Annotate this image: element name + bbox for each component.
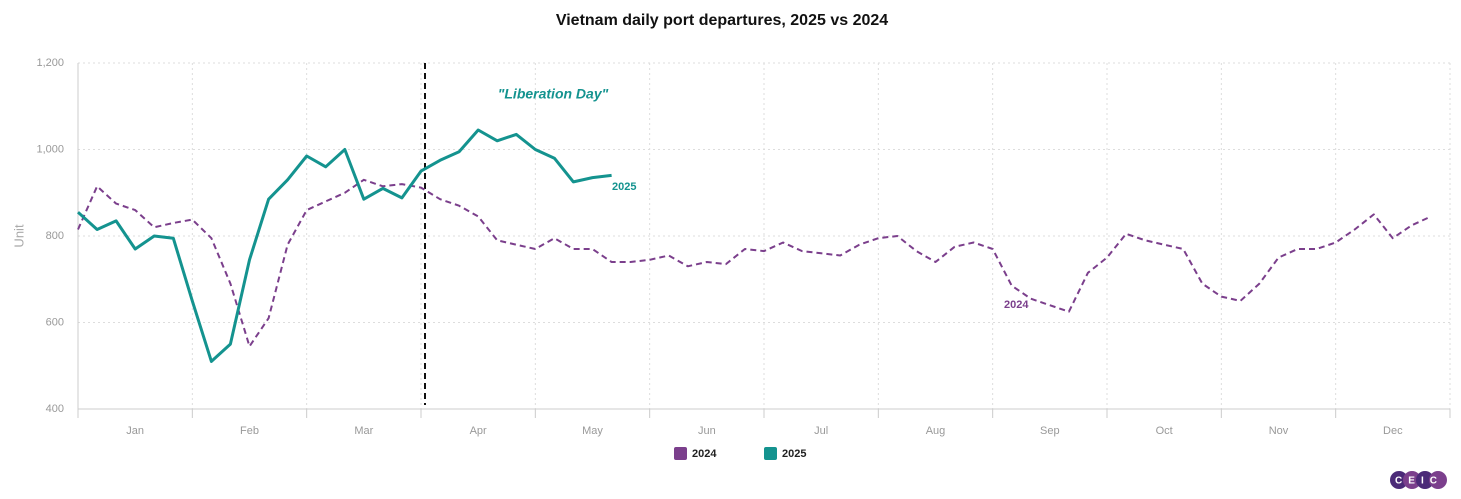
series-line [77, 178, 1432, 348]
x-tick-label: Jan [126, 425, 144, 437]
x-tick-label: Aug [926, 425, 946, 437]
y-tick-label: 400 [46, 403, 64, 415]
x-tick-label: Apr [470, 425, 487, 437]
x-tick-label: Feb [240, 425, 259, 437]
logo-dot [1403, 471, 1421, 489]
x-tick-label: Sep [1040, 425, 1060, 437]
chart-title: Vietnam daily port departures, 2025 vs 2… [556, 12, 888, 29]
x-tick-label: Oct [1156, 425, 1173, 437]
logo-dot [1429, 471, 1447, 489]
x-tick-label: Dec [1383, 425, 1403, 437]
legend-label: 2025 [782, 448, 806, 460]
logo-dot [1390, 471, 1408, 489]
y-tick-label: 600 [46, 316, 64, 328]
y-tick-label: 1,200 [36, 57, 64, 69]
series-end-label: 2025 [612, 181, 636, 193]
y-axis-label: Unit [11, 224, 26, 248]
series-end-label: 2024 [1004, 299, 1029, 311]
series-line [76, 128, 612, 363]
x-tick-label: May [582, 425, 603, 437]
x-tick-label: Nov [1269, 425, 1289, 437]
legend-label: 2024 [692, 448, 717, 460]
x-tick-label: Jun [698, 425, 716, 437]
x-tick-label: Jul [814, 425, 828, 437]
annotation: "Liberation Day" [498, 86, 609, 102]
y-tick-label: 1,000 [36, 143, 64, 155]
legend-swatch [764, 447, 777, 460]
logo-dot [1416, 471, 1434, 489]
logo: CEIC [1395, 476, 1443, 487]
legend-swatch [674, 447, 687, 460]
y-tick-label: 800 [46, 230, 64, 242]
x-tick-label: Mar [354, 425, 373, 437]
